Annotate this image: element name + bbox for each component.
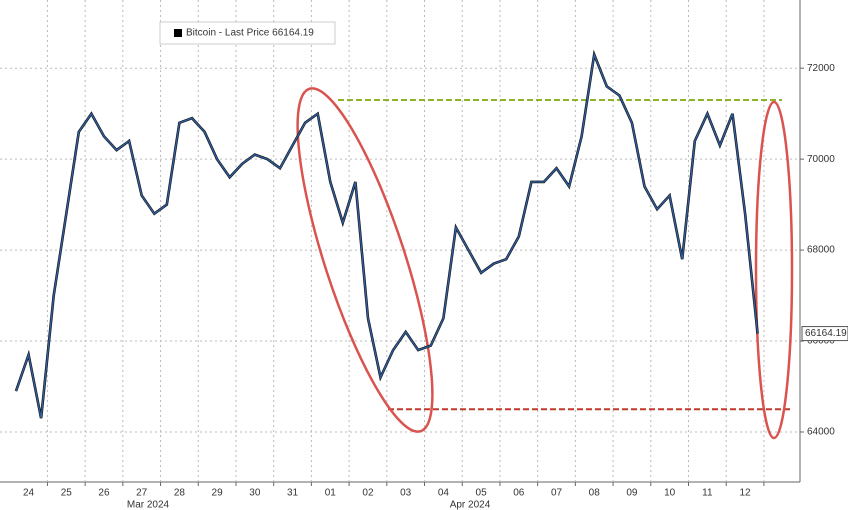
- x-tick-label: 25: [61, 488, 73, 499]
- x-tick-label: 12: [739, 488, 751, 499]
- x-tick-label: 01: [325, 488, 337, 499]
- x-tick-label: 09: [626, 488, 638, 499]
- x-tick-label: 04: [438, 488, 450, 499]
- y-tick-label: 70000: [807, 154, 835, 165]
- x-tick-label: 31: [287, 488, 299, 499]
- legend-swatch: [174, 29, 182, 37]
- x-tick-label: 26: [98, 488, 110, 499]
- x-tick-label: 07: [551, 488, 563, 499]
- last-price-box: [801, 326, 848, 342]
- y-tick-label: 66000: [807, 336, 835, 347]
- x-tick-label: 11: [702, 488, 713, 499]
- x-tick-label: 02: [362, 488, 374, 499]
- x-tick-label: 08: [589, 488, 601, 499]
- highlight-ellipse: [754, 100, 794, 440]
- x-tick-label: 28: [174, 488, 186, 499]
- y-tick-label: 72000: [807, 63, 835, 74]
- legend: Bitcoin - Last Price 66164.19: [159, 21, 336, 45]
- x-tick-label: 27: [136, 488, 148, 499]
- month-label: Apr 2024: [450, 500, 491, 510]
- last-price-label: 66164.19: [805, 328, 847, 339]
- highlight-ellipse: [296, 87, 434, 433]
- x-tick-label: 03: [400, 488, 412, 499]
- x-tick-label: 06: [513, 488, 525, 499]
- x-tick-label: 24: [23, 488, 35, 499]
- month-label: Mar 2024: [127, 500, 170, 510]
- price-line: [15, 51, 759, 419]
- x-tick-label: 10: [664, 488, 676, 499]
- legend-box: [159, 21, 336, 45]
- x-tick-label: 05: [476, 488, 488, 499]
- legend-label: Bitcoin - Last Price 66164.19: [186, 28, 314, 39]
- x-tick-label: 30: [249, 488, 261, 499]
- x-tick-label: 29: [212, 488, 224, 499]
- y-tick-label: 68000: [807, 245, 835, 256]
- y-tick-label: 64000: [807, 427, 835, 438]
